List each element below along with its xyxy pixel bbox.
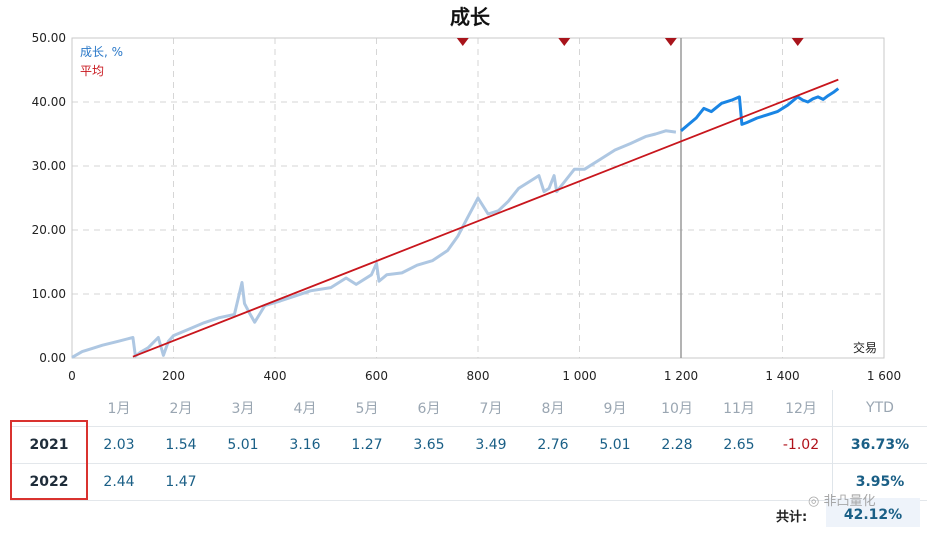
month-header: 6月 (417, 401, 441, 417)
month-value-negative: -1.02 (782, 437, 820, 453)
month-value: 2.65 (723, 437, 755, 453)
month-value (336, 464, 398, 501)
month-header: 3月 (231, 401, 255, 417)
x-tick-label: 400 (264, 369, 287, 383)
month-header: 5月 (355, 401, 379, 417)
y-tick-label: 10.00 (32, 287, 66, 301)
month-value: 2.76 (537, 437, 569, 453)
month-value (212, 464, 274, 501)
month-value: 5.01 (599, 437, 631, 453)
month-value (522, 464, 584, 501)
event-marker (791, 38, 804, 46)
month-value: 3.65 (413, 437, 445, 453)
monthly-table: 1月 2月 3月 4月 5月 6月 7月 8月 9月 10月 11月 12月 Y… (10, 390, 927, 501)
month-header: 10月 (661, 401, 693, 417)
legend-growth: 成长, % (80, 45, 123, 59)
month-value: 1.54 (165, 437, 197, 453)
x-tick-label: 1 400 (765, 369, 799, 383)
month-value: 3.49 (475, 437, 507, 453)
x-axis-ticks: 0 200 400 600 800 1 000 1 200 1 400 1 600 (68, 369, 901, 383)
series-line-2 (132, 78, 839, 358)
month-value: 1.27 (351, 437, 383, 453)
series-line-1 (680, 87, 840, 132)
month-header: 1月 (107, 401, 131, 417)
x-tick-label: 0 (68, 369, 76, 383)
y-tick-label: 20.00 (32, 223, 66, 237)
month-value: 2.28 (661, 437, 693, 453)
ytd-header: YTD (832, 390, 927, 427)
month-header: 8月 (541, 401, 565, 417)
month-value: 5.01 (227, 437, 259, 453)
month-header: 9月 (603, 401, 627, 417)
month-value: 1.47 (165, 474, 197, 490)
year-cell: 2021 (29, 437, 69, 453)
legend-average: 平均 (80, 64, 104, 78)
x-tick-label: 1 600 (867, 369, 901, 383)
plot-area (71, 37, 885, 359)
x-tick-label: 200 (162, 369, 185, 383)
x-tick-label: 800 (467, 369, 490, 383)
month-header: 2月 (169, 401, 193, 417)
month-value (646, 464, 708, 501)
month-value: 2.03 (103, 437, 135, 453)
watermark: ◎ 非凸量化 (808, 490, 876, 509)
table-row-2022: 2022 2.44 1.47 3.95% (10, 463, 927, 501)
year-highlight-box (10, 420, 88, 500)
y-axis-ticks: 0.00 10.00 20.00 30.00 40.00 50.00 (32, 31, 66, 365)
event-marker (558, 38, 571, 46)
month-value (708, 464, 770, 501)
chart-title: 成长 (450, 5, 491, 29)
table-header-row: 1月 2月 3月 4月 5月 6月 7月 8月 9月 10月 11月 12月 Y… (10, 390, 927, 427)
table-row-2021: 2021 2.03 1.54 5.01 3.16 1.27 3.65 3.49 … (10, 426, 927, 464)
month-value: 2.44 (103, 474, 135, 490)
event-marker (664, 38, 677, 46)
y-tick-label: 50.00 (32, 31, 66, 45)
watermark-icon: ◎ (808, 494, 824, 509)
x-tick-label: 1 000 (562, 369, 596, 383)
chart-series (71, 78, 840, 359)
month-value: 3.16 (289, 437, 321, 453)
x-tick-label: 600 (365, 369, 388, 383)
monthly-performance: 1月 2月 3月 4月 5月 6月 7月 8月 9月 10月 11月 12月 Y… (0, 390, 934, 537)
watermark-text: 非凸量化 (823, 494, 876, 509)
month-value (274, 464, 336, 501)
x-axis-corner-label: 交易 (853, 340, 877, 355)
month-header: 7月 (479, 401, 503, 417)
month-value (584, 464, 646, 501)
month-header: 11月 (723, 401, 755, 417)
ytd-value: 3.95% (832, 463, 927, 501)
month-value (460, 464, 522, 501)
event-marker (456, 38, 469, 46)
total-value: 42.12% (826, 498, 920, 527)
chart-markers (456, 38, 804, 46)
y-tick-label: 30.00 (32, 159, 66, 173)
month-header: 12月 (785, 401, 817, 417)
growth-chart: 成长 0 200 400 600 800 1 000 1 200 1 400 1 600 0.0… (32, 5, 902, 383)
y-tick-label: 40.00 (32, 95, 66, 109)
x-tick-label: 1 200 (664, 369, 698, 383)
month-header: 4月 (293, 401, 317, 417)
total-label: 共计: (776, 510, 808, 525)
ytd-value: 36.73% (832, 426, 927, 464)
month-value (398, 464, 460, 501)
y-tick-label: 0.00 (39, 351, 66, 365)
year-cell: 2022 (29, 474, 69, 490)
series-line-0 (71, 129, 677, 359)
